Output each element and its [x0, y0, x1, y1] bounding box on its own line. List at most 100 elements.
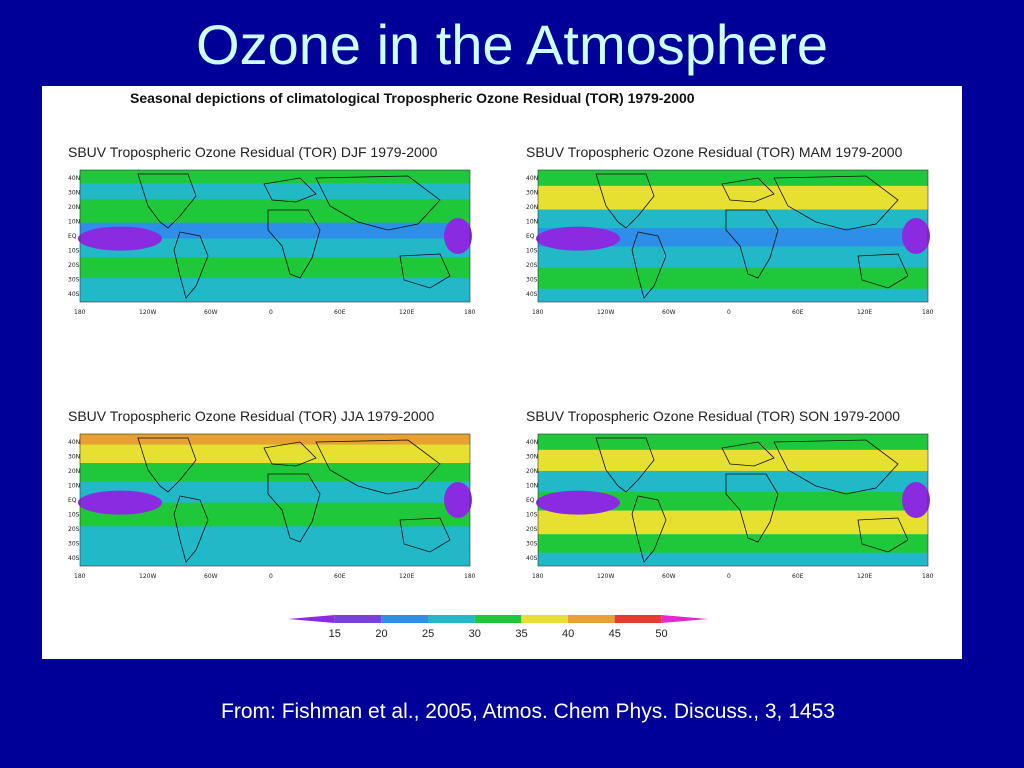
lon-label: 120W [597, 573, 614, 580]
colorbar-tick: 40 [562, 628, 574, 640]
lat-label: 40S [68, 291, 80, 298]
low-ozone-region [78, 226, 162, 251]
lon-label: 120W [597, 309, 614, 316]
lon-label: 120E [399, 309, 414, 316]
ozone-band [80, 481, 470, 503]
ozone-band [538, 434, 928, 450]
lon-label: 120W [139, 309, 156, 316]
continent-outline [267, 473, 321, 543]
lat-label: 40N [526, 439, 538, 446]
figure-panel: Seasonal depictions of climatological Tr… [42, 86, 962, 659]
continent-outline [137, 437, 197, 493]
low-ozone-region [78, 490, 162, 515]
continent-outline [315, 439, 441, 495]
lat-label: 30N [526, 190, 538, 197]
lat-label: 20S [526, 262, 538, 269]
lat-label: 10S [526, 248, 538, 255]
low-ozone-region [444, 218, 472, 254]
colorbar-tick: 20 [375, 628, 387, 640]
continent-outline [725, 209, 779, 279]
lon-label: 120W [139, 573, 156, 580]
lat-label: 10N [526, 483, 538, 490]
low-ozone-region [444, 482, 472, 518]
lat-label: 10S [68, 248, 80, 255]
continent-outline [721, 177, 775, 203]
lon-label: 120E [857, 309, 872, 316]
lat-label: 40N [68, 439, 80, 446]
figure-title: Seasonal depictions of climatological Tr… [130, 90, 695, 106]
lat-label: 20N [526, 468, 538, 475]
continent-outline [631, 495, 667, 563]
lat-label: 30N [68, 454, 80, 461]
map-panel-mam: SBUV Tropospheric Ozone Residual (TOR) M… [526, 144, 946, 344]
lat-label: 40N [526, 175, 538, 182]
continent-outline [399, 517, 451, 553]
ozone-band [538, 228, 928, 247]
colorbar-tick: 50 [655, 628, 667, 640]
ozone-band [80, 434, 470, 445]
lon-label: 60E [334, 573, 346, 580]
colorbar-segment [614, 615, 662, 623]
lon-label: 180 [532, 573, 544, 580]
lat-label: EQ [68, 497, 77, 504]
continent-outline [263, 441, 317, 467]
colorbar-segment [334, 615, 382, 623]
lon-label: 180 [464, 309, 476, 316]
ozone-band [80, 547, 470, 566]
lat-label: 10S [68, 512, 80, 519]
continent-outline [267, 209, 321, 279]
lon-label: 60W [204, 573, 218, 580]
low-ozone-region [902, 218, 930, 254]
map-title-jja: SBUV Tropospheric Ozone Residual (TOR) J… [68, 408, 435, 424]
colorbar-tick: 35 [515, 628, 527, 640]
ozone-band [538, 552, 928, 566]
continent-outline [857, 517, 909, 553]
lon-label: 180 [922, 573, 934, 580]
lon-label: 0 [727, 309, 731, 316]
lat-label: EQ [526, 497, 535, 504]
continent-outline [263, 177, 317, 203]
map-frame [537, 169, 929, 303]
lat-label: 10N [526, 219, 538, 226]
continent-outline [725, 473, 779, 543]
ozone-band [538, 267, 928, 289]
continent-outline [631, 231, 667, 299]
colorbar-segment [428, 615, 475, 623]
lat-label: 20S [526, 526, 538, 533]
lon-label: 60W [662, 573, 676, 580]
map-panel-son: SBUV Tropospheric Ozone Residual (TOR) S… [526, 408, 946, 608]
lat-label: 30S [526, 541, 538, 548]
continent-outline [173, 495, 209, 563]
lon-label: 120E [399, 573, 414, 580]
lon-label: 60E [792, 573, 804, 580]
slide-title: Ozone in the Atmosphere [196, 13, 828, 76]
ozone-band [80, 526, 470, 548]
colorbar: 15 20 25 30 35 40 45 50 [288, 615, 708, 640]
ozone-band [538, 449, 928, 471]
ozone-map-jja: 40N 30N 20N 10N EQ 10S 20S 30S 40S 180 120W 60W 0 60E… [68, 433, 476, 580]
lat-label: 30S [68, 277, 80, 284]
colorbar-tick: 15 [329, 628, 341, 640]
lat-label: 40S [68, 555, 80, 562]
ozone-band [538, 492, 928, 511]
lat-label: EQ [68, 233, 77, 240]
ozone-band [538, 170, 928, 186]
lat-label: 30S [68, 541, 80, 548]
lat-label: 20N [68, 204, 80, 211]
ozone-band [538, 246, 928, 268]
ozone-band [538, 510, 928, 535]
ozone-band [538, 470, 928, 493]
map-frame [79, 169, 471, 303]
continent-outline [315, 175, 441, 231]
ozone-band [80, 463, 470, 482]
ozone-band [538, 288, 928, 302]
lon-label: 60E [334, 309, 346, 316]
map-title-son: SBUV Tropospheric Ozone Residual (TOR) S… [526, 408, 901, 424]
ozone-band [80, 238, 470, 258]
ozone-map-djf: 40N 30N 20N 10N EQ 10S 20S 30S 40S 180 120W 60W 0 60E… [68, 169, 476, 316]
lat-label: 30N [68, 190, 80, 197]
colorbar-tick: 25 [422, 628, 434, 640]
lon-label: 60W [662, 309, 676, 316]
ozone-band [80, 199, 470, 223]
lat-label: 20S [68, 526, 80, 533]
